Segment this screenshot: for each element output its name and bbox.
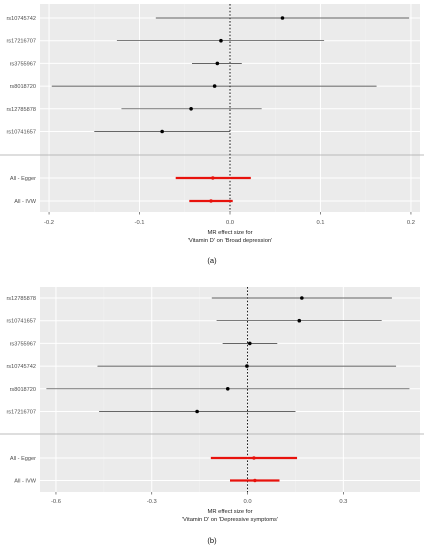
plot-panel-background	[40, 287, 420, 492]
snp-estimate-point	[297, 318, 302, 323]
panel-label: (b)	[207, 536, 217, 545]
x-tick-label: -0.3	[147, 499, 157, 505]
x-tick-label: -0.1	[135, 220, 145, 226]
row-label: All - IVW	[14, 479, 36, 485]
snp-estimate-point	[160, 129, 164, 134]
row-label: rs8018720	[10, 387, 36, 393]
x-tick-label: 0.2	[407, 220, 415, 226]
row-label: rs8018720	[10, 84, 36, 90]
row-label: rs12785878	[6, 296, 36, 302]
row-label: All - Egger	[10, 176, 36, 182]
x-axis-label: 'Vitamin D' on 'Depressive symptoms'	[182, 517, 278, 523]
snp-estimate-point	[189, 107, 193, 111]
x-tick-label: 0.0	[244, 499, 252, 505]
row-label: rs12785878	[6, 107, 36, 113]
snp-estimate-point	[195, 409, 199, 414]
summary-estimate-point	[211, 176, 215, 180]
row-label: All - IVW	[14, 199, 36, 205]
row-label: rs17216707	[6, 39, 36, 45]
x-tick-label: 0.3	[339, 499, 347, 505]
x-tick-label: 0.1	[316, 220, 324, 226]
x-tick-label: -0.2	[44, 220, 54, 226]
row-label: rs10745742	[6, 16, 36, 22]
row-label: rs3755967	[10, 341, 36, 347]
summary-estimate-point	[252, 456, 256, 460]
snp-estimate-point	[215, 61, 220, 66]
forest-panel-1: rs10745742 rs17216707 rs3755967 rs8018720 rs…	[0, 4, 424, 265]
row-label: All - Egger	[10, 456, 36, 462]
x-axis-label: 'Vitamin D' on 'Broad depression'	[188, 238, 273, 244]
snp-estimate-point	[219, 38, 223, 43]
x-axis-label: MR effect size for	[208, 509, 253, 515]
forest-panel-2: rs12785878 rs10741657 rs3755967 rs10745742 r…	[0, 287, 424, 545]
summary-estimate-point	[209, 199, 213, 203]
x-tick-label: -0.6	[51, 499, 61, 505]
summary-estimate-point	[253, 478, 257, 483]
snp-estimate-point	[280, 16, 285, 20]
row-label: rs17216707	[6, 410, 36, 416]
panel-label: (a)	[207, 256, 217, 265]
snp-estimate-point	[212, 84, 217, 88]
snp-estimate-point	[247, 341, 252, 346]
row-label: rs10741657	[6, 130, 36, 136]
x-axis-label: MR effect size for	[208, 230, 253, 236]
row-label: rs10741657	[6, 319, 36, 325]
row-label: rs10745742	[6, 364, 36, 370]
x-tick-label: 0.0	[226, 220, 234, 226]
row-label: rs3755967	[10, 61, 36, 67]
snp-estimate-point	[300, 296, 304, 300]
snp-estimate-point	[225, 387, 230, 391]
snp-estimate-point	[245, 364, 249, 368]
